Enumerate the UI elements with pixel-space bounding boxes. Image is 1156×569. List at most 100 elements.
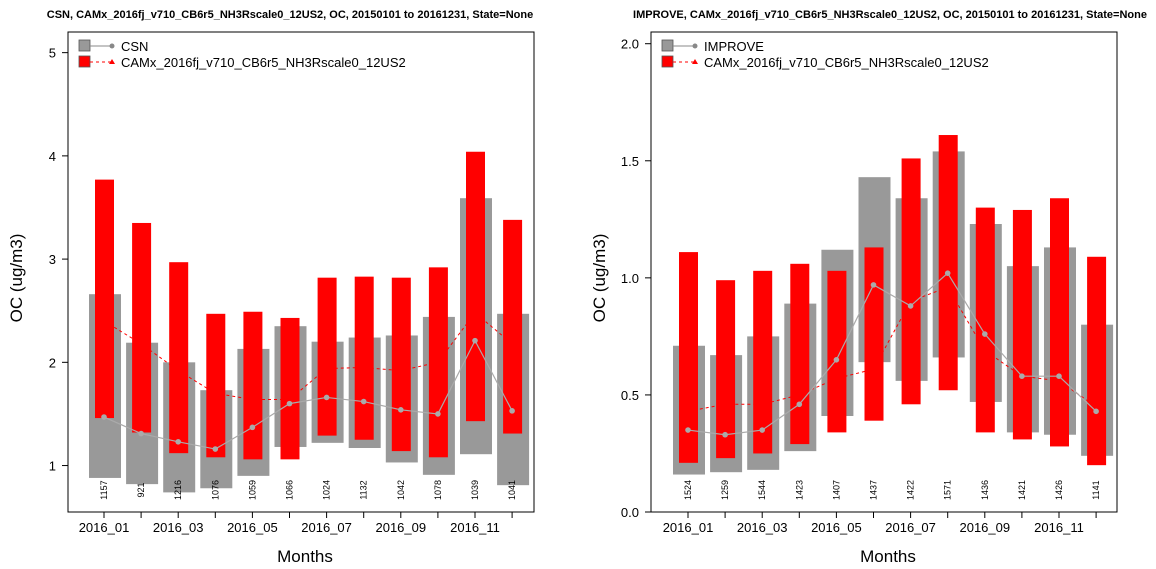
count-label: 1423: [794, 480, 804, 500]
model-box: [503, 219, 523, 434]
plot-frame: [67, 31, 535, 513]
model-box: [975, 207, 995, 433]
obs-median-point: [759, 427, 765, 433]
model-median-point: [249, 396, 256, 402]
y-tick-label: 0.0: [621, 505, 639, 520]
count-label: 1571: [943, 480, 953, 500]
y-tick-label: 0.5: [621, 388, 639, 403]
count-label: 1216: [173, 480, 183, 500]
count-label: 1132: [359, 480, 369, 499]
model-median-point: [360, 364, 367, 370]
model-box: [679, 252, 698, 463]
obs-median-point: [212, 446, 219, 452]
legend-label-model: CAMx_2016fj_v710_CB6r5_NH3Rscale0_12US2: [704, 55, 989, 70]
model-box: [827, 270, 847, 433]
model-box: [1012, 209, 1032, 440]
count-label: 1141: [1091, 480, 1101, 499]
model-median-point: [323, 365, 330, 371]
legend-marker-model: [692, 59, 698, 64]
model-median-point: [870, 366, 877, 372]
model-median-point: [907, 298, 914, 304]
model-median-point: [1093, 403, 1100, 409]
count-label: 1426: [1054, 480, 1064, 500]
model-box: [317, 277, 337, 436]
model-box: [716, 280, 736, 459]
model-box: [206, 313, 226, 458]
obs-median-point: [138, 430, 144, 437]
legend-label-obs: CSN: [121, 39, 148, 54]
model-median-point: [509, 340, 516, 346]
model-median-line: [103, 312, 513, 400]
legend-marker-obs: [692, 43, 698, 49]
model-median-point: [175, 367, 182, 373]
x-tick-label: 2016_07: [301, 520, 352, 535]
model-median-point: [212, 390, 219, 396]
model-median-line: [687, 286, 1097, 412]
x-tick-label: 2016_09: [375, 520, 426, 535]
model-median-point: [981, 347, 988, 353]
model-box: [901, 158, 921, 405]
obs-median-point: [323, 394, 330, 401]
legend-label-model: CAMx_2016fj_v710_CB6r5_NH3Rscale0_12US2: [121, 55, 406, 70]
model-box: [280, 317, 300, 460]
count-label: 1407: [831, 480, 841, 500]
legend-swatch-obs: [661, 39, 674, 52]
x-tick-label: 2016_01: [79, 520, 130, 535]
y-tick-label: 2.0: [621, 37, 639, 52]
count-label: 1066: [285, 480, 295, 500]
y-tick-label: 3: [49, 252, 56, 267]
obs-median-point: [870, 282, 877, 288]
legend-marker-model: [109, 59, 115, 64]
model-box: [243, 311, 263, 460]
x-tick-label: 2016_09: [959, 520, 1010, 535]
model-box: [938, 135, 958, 391]
count-label: 1041: [507, 480, 517, 500]
obs-median-point: [1019, 373, 1025, 379]
count-label: 1259: [720, 480, 730, 500]
model-box: [753, 270, 773, 454]
plot-area: 1524 1259 1544 1423 1407 1437 1422 1571 1436 1421…: [621, 31, 1118, 535]
count-label: 1024: [322, 480, 332, 500]
obs-median-point: [1056, 373, 1062, 379]
chart-title: IMPROVE, CAMx_2016fj_v710_CB6r5_NH3Rscal…: [633, 9, 1147, 21]
y-tick-label: 4: [49, 149, 56, 164]
obs-median-point: [398, 407, 404, 413]
model-box: [169, 262, 189, 454]
x-tick-label: 2016_03: [737, 520, 788, 535]
obs-median-point: [1093, 408, 1099, 415]
model-median-point: [101, 318, 107, 324]
legend-marker-obs: [109, 43, 115, 49]
chart-improve: IMPROVE, CAMx_2016fj_v710_CB6r5_NH3Rscal…: [590, 9, 1147, 566]
y-axis-label: OC (ug/m3): [590, 234, 609, 323]
x-tick-label: 2016_01: [663, 520, 714, 535]
model-median-point: [472, 309, 478, 315]
x-tick-label: 2016_05: [227, 520, 278, 535]
model-median-point: [397, 367, 404, 373]
count-label: 1421: [1017, 480, 1027, 500]
x-tick-label: 2016_07: [885, 520, 936, 535]
model-box: [354, 276, 374, 440]
obs-median-point: [796, 401, 803, 408]
model-box: [95, 179, 114, 419]
model-median-point: [138, 340, 145, 346]
model-box: [1050, 198, 1069, 447]
y-tick-label: 1: [49, 459, 56, 474]
x-tick-label: 2016_05: [811, 520, 862, 535]
count-label: 1039: [470, 480, 480, 500]
legend-swatch-model: [78, 55, 91, 68]
obs-median-point: [944, 270, 951, 276]
model-box: [790, 263, 810, 445]
x-tick-label: 2016_11: [1034, 520, 1084, 535]
model-median-point: [796, 391, 803, 397]
model-median-point: [685, 408, 691, 414]
model-median-point: [944, 284, 951, 290]
x-axis-label: Months: [277, 547, 333, 566]
count-label: 1524: [683, 480, 693, 500]
count-label: 1437: [869, 480, 879, 500]
legend-label-obs: IMPROVE: [704, 39, 764, 54]
count-label: 1422: [906, 480, 916, 500]
model-box: [466, 151, 485, 422]
count-label: 1157: [99, 480, 109, 499]
obs-median-point: [249, 424, 256, 431]
